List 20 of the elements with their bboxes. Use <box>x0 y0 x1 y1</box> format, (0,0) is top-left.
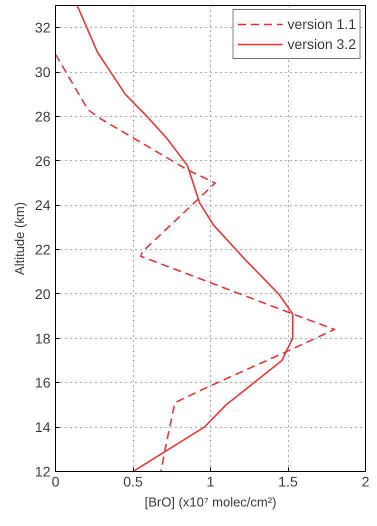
x-axis-title: [BrO] (x10⁷ molec/cm²) <box>144 494 276 510</box>
y-tick-label: 24 <box>34 197 51 214</box>
y-tick-label: 30 <box>34 64 51 80</box>
x-tick-label: 1.5 <box>278 474 298 490</box>
x-tick-label: 1 <box>206 474 215 490</box>
legend-label: version 3.2 <box>288 36 356 52</box>
y-tick-label: 22 <box>34 242 51 258</box>
y-tick-label: 18 <box>34 330 51 346</box>
y-axis-title: Altitude (km) <box>12 202 27 275</box>
y-tick-label: 14 <box>34 419 51 436</box>
y-tick-label: 28 <box>34 108 51 124</box>
legend-label: version 1.1 <box>288 16 356 32</box>
y-tick-label: 26 <box>34 152 51 169</box>
x-tick-label: 2 <box>362 474 370 490</box>
y-tick-label: 20 <box>34 286 51 302</box>
y-tick-label: 32 <box>34 20 51 36</box>
x-tick-label: 0 <box>52 474 60 490</box>
x-tick-label: 0.5 <box>123 474 143 490</box>
y-tick-label: 16 <box>34 374 51 391</box>
y-tick-label: 12 <box>34 464 51 480</box>
